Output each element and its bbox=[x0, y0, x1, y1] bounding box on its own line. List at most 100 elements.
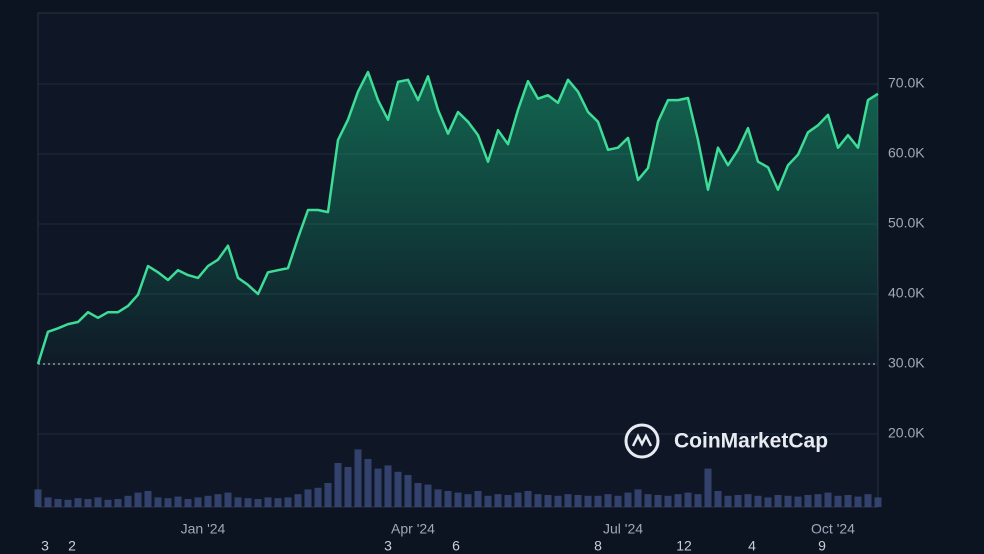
volume-bar bbox=[424, 484, 432, 507]
volume-bar bbox=[614, 495, 622, 507]
area-fill bbox=[38, 72, 878, 364]
y-tick-label: 30.0K bbox=[888, 355, 925, 371]
volume-bar bbox=[554, 495, 562, 507]
volume-bar bbox=[724, 495, 732, 507]
volume-bar bbox=[844, 495, 852, 507]
volume-bar bbox=[334, 463, 342, 507]
volume-bar bbox=[234, 497, 242, 507]
volume-bar bbox=[504, 495, 512, 507]
volume-bar bbox=[34, 489, 42, 507]
x-minor-label: 9 bbox=[818, 538, 826, 554]
volume-bar bbox=[354, 449, 362, 507]
x-minor-label: 3 bbox=[41, 538, 49, 554]
volume-bar bbox=[604, 494, 612, 507]
watermark-logo bbox=[624, 423, 660, 459]
x-minor-label: 8 bbox=[594, 538, 602, 554]
y-tick-label: 40.0K bbox=[888, 285, 925, 301]
volume-bar bbox=[764, 497, 772, 507]
volume-bar bbox=[164, 498, 172, 507]
volume-bar bbox=[444, 491, 452, 507]
volume-bar bbox=[644, 494, 652, 507]
x-tick-label: Jul '24 bbox=[603, 521, 643, 537]
volume-bar bbox=[84, 499, 92, 507]
volume-bar bbox=[204, 495, 212, 507]
volume-bar bbox=[814, 494, 822, 507]
volume-bar bbox=[754, 495, 762, 507]
volume-bar bbox=[264, 497, 272, 507]
volume-bar bbox=[104, 499, 112, 507]
volume-bar bbox=[174, 496, 182, 507]
volume-bar bbox=[524, 491, 532, 507]
volume-bar bbox=[144, 491, 152, 507]
volume-bar bbox=[594, 495, 602, 507]
volume-bar bbox=[74, 498, 82, 507]
x-minor-label: 6 bbox=[452, 538, 460, 554]
volume-bar bbox=[214, 494, 222, 507]
volume-bar bbox=[154, 497, 162, 507]
volume-bar bbox=[184, 499, 192, 507]
volume-bar bbox=[624, 492, 632, 507]
volume-bar bbox=[694, 494, 702, 507]
volume-bar bbox=[44, 497, 52, 507]
volume-bar bbox=[134, 492, 142, 507]
volume-bar bbox=[344, 467, 352, 507]
volume-bar bbox=[404, 475, 412, 507]
volume-bar bbox=[54, 499, 62, 507]
volume-bar bbox=[94, 497, 102, 507]
x-minor-label: 4 bbox=[748, 538, 756, 554]
x-minor-label: 3 bbox=[384, 538, 392, 554]
volume-bar bbox=[684, 492, 692, 507]
volume-bar bbox=[394, 471, 402, 507]
x-minor-label: 2 bbox=[68, 538, 76, 554]
volume-bar bbox=[664, 495, 672, 507]
volume-bar bbox=[304, 489, 312, 507]
volume-bar bbox=[294, 494, 302, 507]
y-tick-label: 50.0K bbox=[888, 215, 925, 231]
y-tick-label: 60.0K bbox=[888, 145, 925, 161]
volume-bar bbox=[364, 459, 372, 507]
volume-bar bbox=[874, 497, 882, 507]
watermark-text: CoinMarketCap bbox=[674, 430, 828, 453]
volume-bar bbox=[744, 494, 752, 507]
price-line bbox=[36, 70, 879, 365]
volume-bar bbox=[484, 495, 492, 507]
volume-bar bbox=[374, 468, 382, 507]
volume-bar bbox=[314, 487, 322, 507]
volume-bar bbox=[654, 495, 662, 507]
volume-bar bbox=[224, 492, 232, 507]
volume-bar bbox=[434, 489, 442, 507]
volume-bar bbox=[564, 494, 572, 507]
volume-bar bbox=[634, 489, 642, 507]
volume-bar bbox=[474, 491, 482, 507]
volume-bar bbox=[114, 499, 122, 507]
volume-bar bbox=[734, 495, 742, 507]
x-tick-label: Apr '24 bbox=[391, 521, 435, 537]
volume-bar bbox=[784, 495, 792, 507]
volume-bar bbox=[854, 496, 862, 507]
volume-bar bbox=[584, 495, 592, 507]
y-tick-label: 70.0K bbox=[888, 75, 925, 91]
volume-bar bbox=[574, 495, 582, 507]
volume-bar bbox=[864, 494, 872, 507]
volume-bar bbox=[514, 492, 522, 507]
volume-bar bbox=[254, 499, 262, 507]
volume-bar bbox=[414, 483, 422, 507]
volume-bar bbox=[774, 495, 782, 507]
volume-bar bbox=[124, 495, 132, 507]
volume-bar bbox=[794, 496, 802, 507]
volume-bar bbox=[274, 498, 282, 507]
volume-bar bbox=[704, 468, 712, 507]
watermark-logo bbox=[631, 433, 653, 447]
volume-bar bbox=[534, 494, 542, 507]
volume-bar bbox=[324, 483, 332, 507]
y-tick-label: 20.0K bbox=[888, 425, 925, 441]
volume-bar bbox=[244, 498, 252, 507]
volume-bar bbox=[384, 465, 392, 507]
volume-bar bbox=[64, 499, 72, 507]
volume-bar bbox=[494, 494, 502, 507]
volume-bar bbox=[804, 495, 812, 507]
volume-bar bbox=[464, 494, 472, 507]
volume-bar bbox=[544, 495, 552, 507]
x-tick-label: Jan '24 bbox=[181, 521, 226, 537]
